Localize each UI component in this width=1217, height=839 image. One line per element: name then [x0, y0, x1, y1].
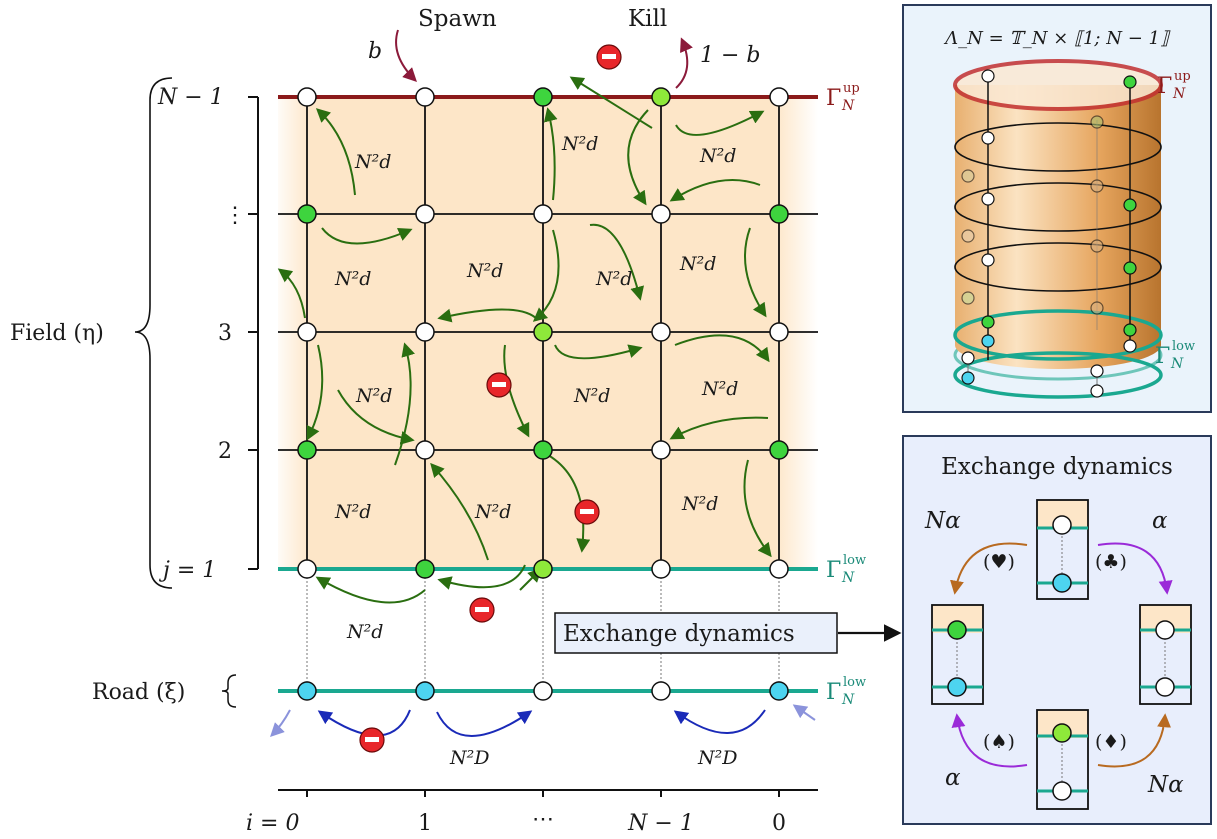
road-rate-labels: N²D N²D	[449, 747, 737, 769]
spade-label: (♠)	[983, 731, 1015, 753]
svg-text:N: N	[1170, 356, 1184, 372]
heart-label: (♥)	[983, 551, 1015, 573]
heart-transition-arrow	[950, 542, 1028, 595]
svg-text:N²D: N²D	[697, 747, 737, 769]
row-label-j1: j = 1	[158, 558, 216, 583]
cylinder-bottom-label: Γ low N	[1155, 339, 1195, 372]
field-brace	[134, 77, 173, 589]
svg-text:N²d: N²d	[354, 151, 391, 173]
svg-text:N²d: N²d	[681, 493, 718, 515]
svg-text:N: N	[841, 692, 855, 708]
svg-text:N: N	[841, 98, 855, 114]
svg-text:Γ: Γ	[1155, 344, 1170, 369]
row-label-2: 2	[218, 439, 232, 464]
svg-text:low: low	[843, 675, 866, 690]
club-transition-arrow	[1097, 542, 1173, 595]
col-label-n1: N − 1	[627, 811, 694, 836]
exchange-panel-title: Exchange dynamics	[941, 454, 1173, 480]
rate-alpha-bottom: α	[945, 765, 961, 791]
field-bottom-boundary-label: Γ low N	[826, 553, 866, 586]
diamond-label: (♦)	[1095, 731, 1127, 753]
rate-nalpha-bottom: Nα	[1147, 772, 1184, 798]
svg-text:N²d: N²d	[595, 268, 632, 290]
svg-text:N: N	[1172, 86, 1186, 102]
rate-alpha-top: α	[1152, 508, 1168, 534]
svg-text:Γ: Γ	[826, 86, 841, 111]
row-label-dots: ⋮	[224, 203, 246, 228]
x-axis-ticks	[306, 790, 780, 797]
field-rate-labels: N²d N²d N²d N²d N²d N²d N²d N²d N²d N²d …	[334, 133, 738, 643]
svg-text:low: low	[843, 553, 866, 568]
exchange-state-top	[1036, 499, 1089, 600]
svg-text:Γ: Γ	[826, 680, 841, 705]
svg-text:N²D: N²D	[449, 747, 489, 769]
kill-arrow	[675, 37, 693, 89]
svg-text:N²d: N²d	[346, 621, 383, 643]
row-label-top: N − 1	[157, 85, 224, 110]
svg-text:N²d: N²d	[573, 385, 610, 407]
exchange-tag-box	[554, 612, 838, 654]
forbidden-icon	[469, 597, 495, 623]
spawn-arrow	[395, 29, 417, 82]
cylinder-panel-title: Λ_N = 𝕋_N × ⟦1; N − 1⟧	[943, 28, 1171, 49]
forbidden-icon	[574, 499, 600, 525]
svg-text:N²d: N²d	[701, 378, 738, 400]
svg-text:N²d: N²d	[466, 260, 503, 282]
spawn-label: Spawn	[418, 6, 497, 32]
forbidden-icon	[596, 44, 622, 70]
col-label-dots: ⋯	[532, 807, 554, 832]
svg-text:N²d: N²d	[334, 501, 371, 523]
svg-text:up: up	[1174, 69, 1191, 84]
diamond-transition-arrow	[1097, 713, 1172, 768]
svg-text:up: up	[843, 81, 860, 96]
cylinder-top-label: Γ up N	[1157, 69, 1191, 102]
col-label-last: 0	[772, 811, 786, 836]
field-label: Field (η)	[10, 321, 104, 346]
forbidden-icon	[486, 372, 512, 398]
svg-text:N²d: N²d	[561, 133, 598, 155]
svg-text:Γ: Γ	[1157, 74, 1172, 99]
svg-text:N²d: N²d	[334, 268, 371, 290]
exchange-state-bottom	[1036, 709, 1089, 810]
svg-text:N: N	[841, 570, 855, 586]
cylinder-figure	[953, 59, 1163, 399]
forbidden-jump-markers	[359, 44, 622, 753]
exchange-tag-text: Exchange dynamics	[563, 621, 795, 647]
svg-text:low: low	[1172, 339, 1195, 354]
spawn-rate-label: b	[368, 39, 382, 64]
row-label-3: 3	[218, 321, 232, 346]
club-label: (♣)	[1095, 551, 1127, 573]
svg-text:Γ: Γ	[826, 558, 841, 583]
svg-text:N²d: N²d	[474, 501, 511, 523]
road-brace	[221, 674, 237, 708]
spade-transition-arrow	[951, 713, 1028, 768]
field-sites	[297, 87, 789, 579]
svg-text:N²d: N²d	[355, 385, 392, 407]
col-label-1: 1	[418, 811, 432, 836]
field-top-boundary-label: Γ up N	[826, 81, 860, 114]
svg-text:N²d: N²d	[699, 145, 736, 167]
road-boundary-label: Γ low N	[826, 675, 866, 708]
exchange-state-left	[931, 604, 984, 705]
forbidden-icon	[359, 727, 385, 753]
road-label: Road (ξ)	[92, 680, 185, 705]
exchange-state-right	[1139, 604, 1192, 705]
road-sites	[297, 681, 789, 701]
y-axis-ticks	[248, 96, 258, 570]
kill-rate-label: 1 − b	[700, 43, 761, 68]
svg-text:N²d: N²d	[679, 253, 716, 275]
rate-nalpha-top: Nα	[924, 508, 961, 534]
kill-label: Kill	[628, 6, 667, 32]
road-jump-arrows	[270, 704, 816, 737]
col-label-0: i = 0	[246, 811, 299, 836]
